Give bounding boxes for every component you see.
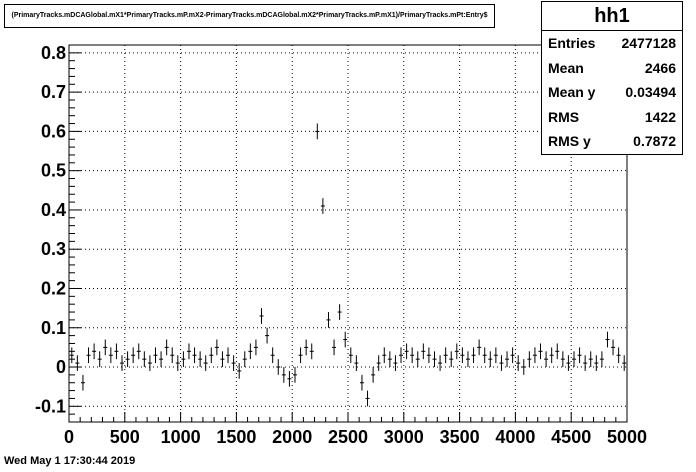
stats-row-rms-y: RMS y 0.7872 xyxy=(542,129,682,154)
x-tick-label: 3500 xyxy=(440,427,480,447)
stats-row-mean-y: Mean y 0.03494 xyxy=(542,80,682,105)
y-tick-label: 0.4 xyxy=(41,200,66,220)
stats-label: RMS xyxy=(548,108,580,125)
y-tick-label: 0.5 xyxy=(41,161,66,181)
stats-box: hh1 Entries 2477128 Mean 2466 Mean y 0.0… xyxy=(541,1,683,155)
y-tick-label: 0.7 xyxy=(41,82,66,102)
x-tick-label: 500 xyxy=(110,427,140,447)
histogram-title-text: (PrimaryTracks.mDCAGlobal.mX1*PrimaryTra… xyxy=(11,12,488,19)
stats-row-mean: Mean 2466 xyxy=(542,56,682,81)
y-tick-label: 0.6 xyxy=(41,121,66,141)
y-tick-label: 0.2 xyxy=(41,278,66,298)
stats-label: Entries xyxy=(548,35,596,51)
y-tick-label: 0 xyxy=(56,357,66,377)
y-tick-label: -0.1 xyxy=(35,396,66,416)
stats-row-entries: Entries 2477128 xyxy=(542,31,682,56)
stats-value: 2477128 xyxy=(621,35,676,51)
stats-row-rms: RMS 1422 xyxy=(542,105,682,130)
stats-name: hh1 xyxy=(542,2,682,31)
x-tick-label: 1500 xyxy=(216,427,256,447)
stats-label: Mean xyxy=(548,59,584,76)
x-tick-label: 4000 xyxy=(495,427,535,447)
x-tick-label: 1000 xyxy=(161,427,201,447)
x-tick-label: 4500 xyxy=(551,427,591,447)
y-tick-label: 0.1 xyxy=(41,318,66,338)
y-tick-label: 0.8 xyxy=(41,43,66,63)
x-tick-label: 0 xyxy=(64,427,74,447)
stats-label: RMS y xyxy=(548,133,591,149)
stats-label: Mean y xyxy=(548,84,596,100)
x-tick-label: 2000 xyxy=(272,427,312,447)
timestamp-footer: Wed May 1 17:30:44 2019 xyxy=(4,455,136,467)
y-tick-label: 0.3 xyxy=(41,239,66,259)
x-tick-label: 3000 xyxy=(384,427,424,447)
stats-value: 2466 xyxy=(644,59,676,76)
x-tick-label: 2500 xyxy=(328,427,368,447)
x-tick-label: 5000 xyxy=(607,427,647,447)
histogram-title: (PrimaryTracks.mDCAGlobal.mX1*PrimaryTra… xyxy=(4,4,495,28)
stats-value: 0.7872 xyxy=(633,133,676,149)
stats-value: 1422 xyxy=(644,108,676,125)
stats-value: 0.03494 xyxy=(625,84,676,100)
